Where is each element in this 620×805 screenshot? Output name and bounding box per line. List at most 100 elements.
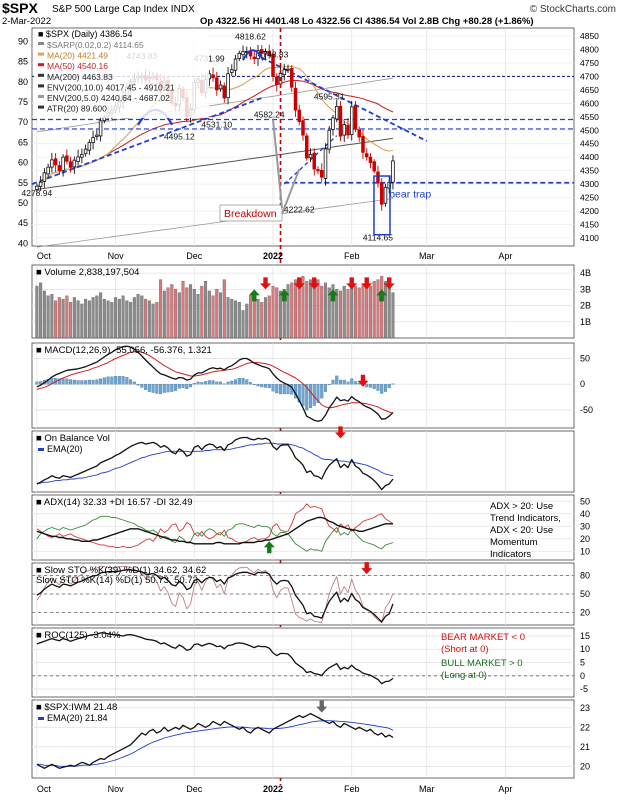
price-annotation-label: 4595.31 — [314, 91, 345, 101]
macd-histogram-bar — [117, 376, 121, 385]
volume-bar — [117, 298, 121, 339]
macd-histogram-bar — [260, 384, 264, 388]
volume-bar — [132, 297, 136, 339]
macd-histogram-bar — [95, 379, 99, 385]
candle-body — [87, 142, 92, 151]
ratio-legend-swatch — [38, 717, 44, 720]
macd-histogram-bar — [308, 384, 312, 409]
price-left-tick: 65 — [18, 137, 28, 147]
price-legend-label: MA(20) 4421.49 — [47, 51, 108, 61]
volume-bar — [151, 303, 155, 339]
volume-bar — [61, 298, 65, 339]
volume-bar — [181, 281, 185, 339]
volume-arrow-up — [327, 289, 339, 302]
volume-bar — [121, 295, 125, 339]
candle-body — [42, 172, 47, 182]
macd-histogram-bar — [61, 378, 65, 385]
stoch-title-slow: Slow STO %K(14) %D(1) 50.73, 50.73 — [36, 575, 198, 586]
price-tick-label: 4500 — [580, 125, 599, 135]
macd-histogram-bar — [368, 384, 372, 388]
candle-body — [72, 159, 77, 168]
macd-histogram-bar — [87, 379, 91, 385]
roc-tick-label: 5 — [580, 658, 585, 668]
price-annotation-label: 4731.99 — [194, 54, 225, 64]
ratio-tick-label: 22 — [580, 722, 590, 732]
volume-bar — [383, 281, 387, 339]
indicator-panels: 4850480047504700465046004550450044504400… — [18, 27, 599, 794]
macd-histogram-bar — [91, 379, 95, 385]
macd-histogram-bar — [256, 384, 260, 387]
macd-histogram-bar — [35, 381, 39, 385]
volume-bar — [159, 279, 163, 339]
price-left-tick: 50 — [18, 198, 28, 208]
price-legend-label: MA(200) 4463.83 — [47, 72, 113, 82]
adx-tick-label: 50 — [580, 496, 590, 506]
volume-bar — [72, 297, 76, 339]
volume-bar — [290, 282, 294, 339]
volume-bar — [342, 285, 346, 339]
obv-title: ■ On Balance Vol — [36, 433, 110, 444]
macd-arrow-down — [357, 374, 369, 387]
macd-histogram-bar — [57, 378, 61, 385]
volume-bar — [316, 279, 320, 339]
volume-bar — [372, 281, 376, 339]
price-tick-label: 4150 — [580, 219, 599, 229]
price-annotation-label: 4495.12 — [164, 132, 195, 142]
quote-line: Op 4322.56 Hi 4401.48 Lo 4322.56 Cl 4386… — [200, 16, 534, 27]
macd-histogram-bar — [102, 377, 106, 385]
volume-bar — [125, 300, 129, 339]
candle-body — [275, 76, 279, 85]
x-axis-label-top: Apr — [498, 251, 512, 261]
price-legend-label: MA(50) 4540.16 — [47, 61, 108, 71]
macd-histogram-bar — [323, 384, 327, 392]
roc-title: ■ ROC(125) -3.04% — [36, 630, 121, 641]
volume-bar — [189, 284, 193, 339]
macd-histogram-bar — [147, 384, 151, 392]
price-left-tick: 60 — [18, 158, 28, 168]
credit-text: © StockCharts.com — [530, 4, 616, 15]
adx-note-line: Indicators — [490, 549, 531, 560]
volume-bar — [87, 300, 91, 339]
stoch-k39-line — [36, 569, 394, 623]
ratio-tick-label: 23 — [580, 703, 590, 713]
volume-tick-label: 1B — [580, 317, 591, 327]
volume-arrow-down — [308, 277, 320, 290]
candle-body — [323, 148, 328, 179]
volume-bar — [245, 303, 249, 339]
volume-bar — [207, 290, 211, 339]
price-tick-label: 4600 — [580, 98, 599, 108]
macd-histogram-bar — [365, 384, 369, 388]
candle-body — [282, 69, 287, 75]
volume-bar — [50, 294, 54, 339]
adx-note-line: Momentum — [490, 537, 538, 548]
volume-arrow-down — [361, 277, 373, 290]
price-tick-label: 4750 — [580, 58, 599, 68]
macd-histogram-bar — [162, 384, 166, 393]
macd-histogram-bar — [215, 381, 219, 385]
price-left-tick: 90 — [18, 36, 28, 46]
x-axis-label-bottom: Nov — [108, 784, 125, 794]
volume-arrow-down — [383, 277, 395, 290]
obv-ema-line — [36, 442, 394, 485]
obv-legend-swatch — [38, 448, 44, 451]
candle-body — [312, 152, 316, 170]
ratio-ema-line — [36, 720, 394, 767]
breakdown-label: Breakdown — [224, 208, 277, 220]
macd-histogram-bar — [181, 384, 185, 389]
candle-body — [237, 52, 242, 59]
candle-body — [215, 77, 219, 91]
price-annotation-label: 4582.24 — [254, 109, 285, 119]
price-tick-label: 4350 — [580, 166, 599, 176]
candle-body — [308, 154, 313, 159]
macd-histogram-bar — [237, 378, 241, 385]
adx-tick-label: 40 — [580, 509, 590, 519]
macd-histogram-bar — [110, 376, 114, 385]
volume-bar — [252, 297, 256, 339]
volume-bar — [222, 279, 226, 339]
volume-bar — [155, 302, 159, 339]
candle-body — [368, 156, 373, 163]
macd-histogram-bar — [320, 384, 324, 399]
volume-bar — [365, 282, 369, 339]
candle-body — [46, 166, 50, 175]
